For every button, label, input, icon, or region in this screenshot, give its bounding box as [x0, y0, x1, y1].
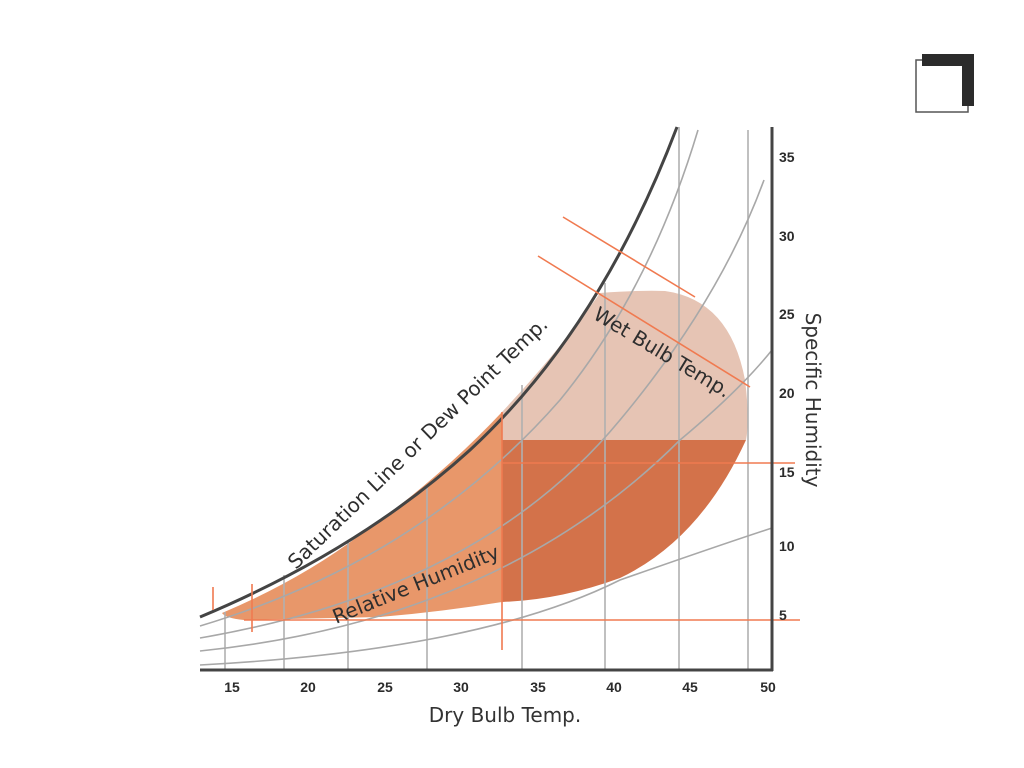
wet-bulb-line-2: [537, 255, 751, 388]
saturation-line: [199, 126, 679, 619]
y-tick-label: 35: [779, 149, 795, 165]
y-tick-label: 10: [779, 538, 795, 554]
relative-humidity-curves: [199, 129, 773, 666]
region-overlap: [502, 440, 746, 602]
y-tick-label: 25: [779, 306, 795, 322]
x-tick-label: 50: [760, 679, 776, 695]
region-wet-bulb: [502, 290, 748, 440]
x-tick-label: 15: [224, 679, 240, 695]
x-tick-label: 40: [606, 679, 622, 695]
wet-bulb-line-1: [562, 216, 696, 298]
corner-logo-icon: [915, 54, 974, 113]
x-tick-label: 35: [530, 679, 546, 695]
x-tick-label: 30: [453, 679, 469, 695]
x-tick-label: 45: [682, 679, 698, 695]
axes: [200, 127, 774, 672]
y-tick-label: 30: [779, 228, 795, 244]
x-tick-label: 25: [377, 679, 393, 695]
y-axis-title: Specific Humidity: [801, 313, 825, 488]
x-tick-label: 20: [300, 679, 316, 695]
region-relative-humidity: [222, 412, 502, 620]
y-tick-label: 15: [779, 464, 795, 480]
x-tick-labels: 15 20 25 30 35 40 45 50: [224, 679, 776, 695]
y-tick-label: 5: [779, 607, 787, 623]
chart-regions: [222, 290, 748, 620]
reference-lines: [212, 216, 800, 650]
x-axis-title: Dry Bulb Temp.: [429, 703, 581, 727]
y-tick-label: 20: [779, 385, 795, 401]
y-tick-labels: 35 30 25 20 15 10 5: [779, 149, 795, 623]
